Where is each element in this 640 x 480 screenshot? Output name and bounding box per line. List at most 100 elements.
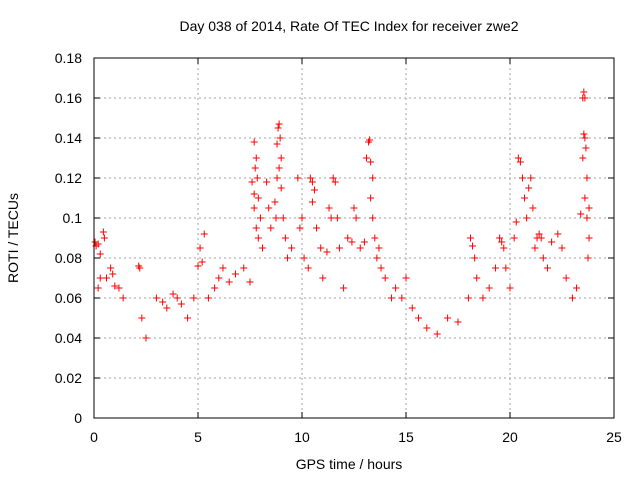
data-point — [543, 264, 551, 272]
data-point — [402, 274, 410, 282]
x-tick-labels: 0 5 10 15 20 25 — [90, 429, 622, 445]
data-point — [240, 264, 248, 272]
data-point — [119, 294, 127, 302]
data-point — [510, 234, 518, 242]
data-point — [554, 230, 562, 238]
data-point — [275, 164, 283, 172]
x-tick-label: 25 — [606, 429, 622, 445]
data-point — [581, 94, 589, 102]
data-point — [512, 218, 520, 226]
y-tick-label: 0.04 — [55, 330, 82, 346]
data-point — [275, 120, 283, 128]
data-point — [254, 234, 262, 242]
data-point — [184, 314, 192, 322]
data-point — [190, 294, 198, 302]
data-point — [502, 264, 510, 272]
data-point — [454, 318, 462, 326]
data-point — [107, 264, 115, 272]
data-point — [319, 274, 327, 282]
data-point — [584, 254, 592, 262]
data-point — [258, 244, 266, 252]
data-point — [479, 294, 487, 302]
data-point — [313, 224, 321, 232]
x-axis-label: GPS time / hours — [296, 456, 403, 472]
data-point — [548, 238, 556, 246]
data-point — [308, 178, 316, 186]
x-tick-label: 20 — [502, 429, 518, 445]
data-point — [251, 164, 259, 172]
data-point — [272, 214, 280, 222]
y-tick-label: 0.14 — [55, 130, 82, 146]
data-point — [581, 134, 589, 142]
data-point — [469, 242, 477, 250]
data-point — [539, 254, 547, 262]
data-point — [225, 278, 233, 286]
data-point — [371, 234, 379, 242]
data-point — [500, 244, 508, 252]
x-tick-label: 15 — [398, 429, 414, 445]
data-point — [102, 274, 110, 282]
data-point — [267, 224, 275, 232]
data-point — [348, 238, 356, 246]
data-point — [527, 174, 535, 182]
data-point — [215, 274, 223, 282]
data-point — [392, 284, 400, 292]
data-point — [581, 194, 589, 202]
data-point — [491, 264, 499, 272]
data-point — [94, 240, 102, 248]
data-point — [580, 88, 588, 96]
data-point — [498, 238, 506, 246]
data-point — [529, 204, 537, 212]
data-point — [256, 214, 264, 222]
data-point — [366, 136, 374, 144]
data-point — [352, 214, 360, 222]
data-point — [252, 224, 260, 232]
data-point — [308, 198, 316, 206]
data-point — [398, 294, 406, 302]
data-point — [96, 250, 104, 258]
data-point — [362, 154, 370, 162]
data-point — [274, 124, 282, 132]
data-point — [367, 194, 375, 202]
y-axis-label: ROTI / TECUs — [5, 193, 21, 283]
data-point — [340, 284, 348, 292]
data-point — [496, 234, 504, 242]
data-point — [265, 204, 273, 212]
y-tick-label: 0.02 — [55, 370, 82, 386]
y-tick-label: 0.12 — [55, 170, 82, 186]
data-point — [514, 154, 522, 162]
data-point — [325, 204, 333, 212]
data-point — [273, 174, 281, 182]
data-point — [317, 244, 325, 252]
data-point — [200, 230, 208, 238]
data-point — [231, 270, 239, 278]
data-point — [408, 304, 416, 312]
data-point — [277, 184, 285, 192]
data-point — [535, 230, 543, 238]
data-point — [387, 294, 395, 302]
data-point — [306, 174, 314, 182]
data-point — [294, 174, 302, 182]
data-point — [506, 284, 514, 292]
data-point — [585, 234, 593, 242]
data-point — [433, 330, 441, 338]
data-point — [142, 334, 150, 342]
data-point — [577, 210, 585, 218]
data-point — [250, 138, 258, 146]
data-point — [525, 184, 533, 192]
data-point — [296, 224, 304, 232]
y-tick-label: 0.1 — [63, 210, 83, 226]
data-point — [558, 244, 566, 252]
data-point — [283, 254, 291, 262]
y-tick-label: 0.16 — [55, 90, 82, 106]
data-point — [381, 274, 389, 282]
data-point — [369, 174, 377, 182]
data-point — [562, 274, 570, 282]
data-point — [100, 234, 108, 242]
data-point — [298, 214, 306, 222]
data-point — [327, 214, 335, 222]
data-point — [152, 294, 160, 302]
data-point — [335, 244, 343, 252]
data-point — [583, 174, 591, 182]
